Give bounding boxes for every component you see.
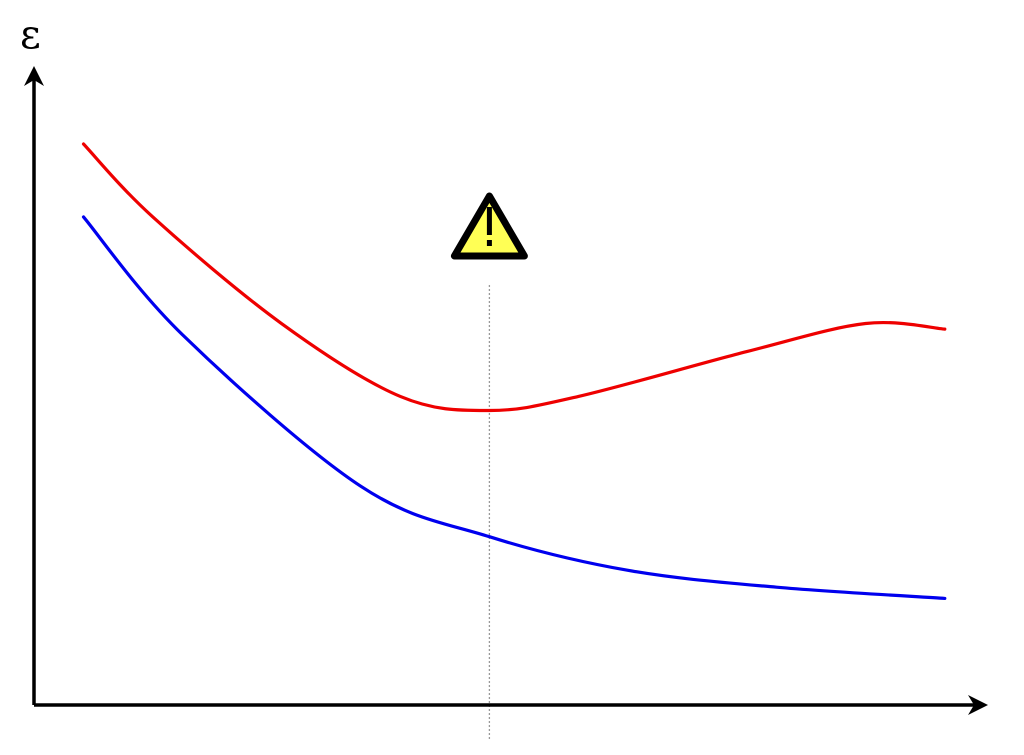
warning-exclamation-bar — [486, 207, 492, 235]
warning-icon — [450, 192, 528, 260]
series-blue-line — [81, 215, 947, 601]
warning-exclamation-dot — [486, 240, 492, 246]
y-axis-label: ε — [20, 12, 41, 58]
series-red-line — [81, 142, 947, 413]
